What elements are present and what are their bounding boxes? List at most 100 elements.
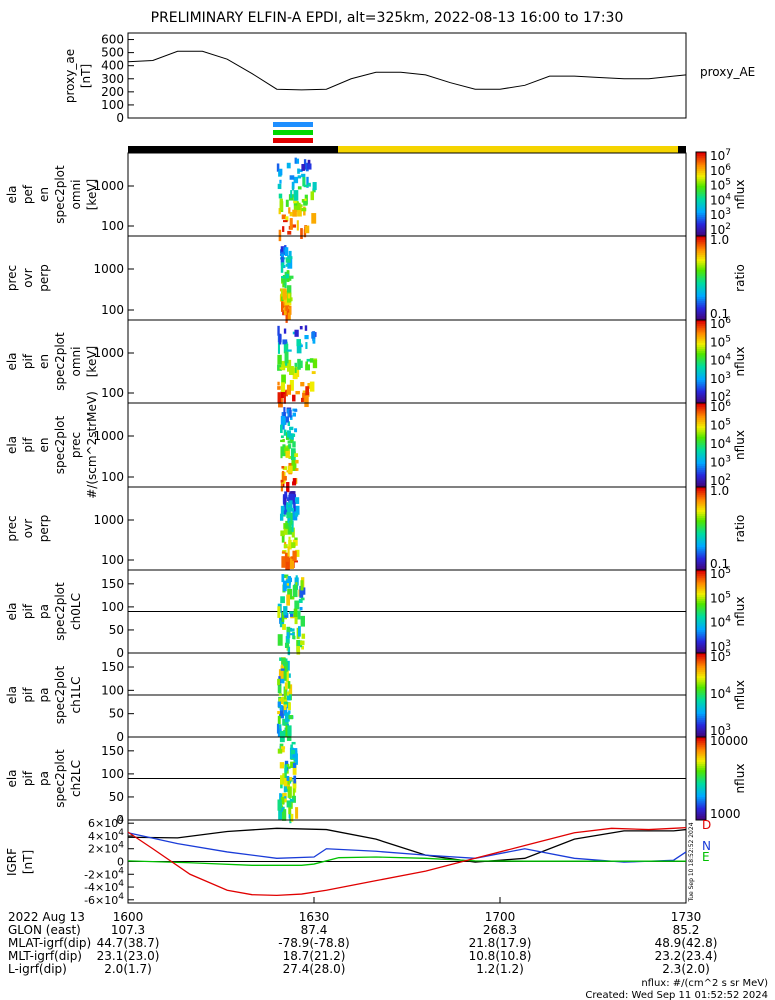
colorbar-swatch bbox=[696, 392, 706, 396]
tick-base: 10 bbox=[710, 419, 725, 433]
heat-cell bbox=[283, 503, 288, 515]
created-timestamp: Created: Wed Sep 11 01:52:52 2024 bbox=[585, 990, 768, 1000]
colorbar-swatch bbox=[696, 690, 706, 694]
colorbar-swatch bbox=[696, 233, 706, 237]
heat-cell bbox=[283, 306, 287, 315]
colorbar-swatch bbox=[696, 650, 706, 654]
colorbar-swatch bbox=[696, 398, 706, 402]
heat-cell bbox=[287, 257, 293, 269]
heat-cell bbox=[289, 684, 293, 695]
ytick-label: 1000 bbox=[93, 262, 124, 276]
colorbar-swatch bbox=[696, 380, 706, 383]
heat-cell bbox=[283, 699, 287, 711]
colorbar-swatch bbox=[696, 223, 706, 226]
heat-cell bbox=[281, 276, 285, 281]
heat-cell bbox=[309, 381, 315, 392]
heat-cell bbox=[303, 184, 309, 188]
heat-cell bbox=[312, 182, 317, 191]
footer-row-label: GLON (east) bbox=[8, 923, 81, 937]
igrf-label-d: D bbox=[702, 818, 711, 832]
heat-cell bbox=[284, 764, 288, 773]
heat-cell bbox=[291, 181, 295, 189]
colorbar-tick-label: 1.0 bbox=[710, 233, 729, 247]
colorbar-swatch bbox=[696, 572, 706, 575]
colorbar-label: nflux bbox=[733, 680, 747, 710]
heat-cell bbox=[285, 305, 289, 311]
colorbar-swatch bbox=[696, 363, 706, 367]
colorbar-swatch bbox=[696, 524, 706, 527]
colorbar-swatch bbox=[696, 196, 706, 199]
colorbar-swatch bbox=[696, 449, 706, 452]
panel-prec_ovr_perp_e: 100 1000 prec ovr perp 0.1 1.0 ratio bbox=[5, 233, 747, 323]
heat-cell bbox=[280, 382, 286, 393]
heat-cell bbox=[281, 532, 285, 543]
colorbar-swatch bbox=[696, 759, 706, 763]
colorbar-swatch bbox=[696, 669, 706, 673]
colorbar-swatch bbox=[696, 455, 706, 459]
ytick-label: 0 bbox=[117, 856, 124, 869]
colorbar-swatch bbox=[696, 353, 706, 356]
colorbar-tick-label: 104 bbox=[710, 436, 731, 451]
colorbar-swatch bbox=[696, 484, 706, 488]
heat-cell bbox=[279, 179, 282, 184]
colorbar-swatch bbox=[696, 578, 706, 581]
colorbar-swatch bbox=[696, 674, 706, 677]
footer-row-value: 107.3 bbox=[111, 923, 145, 937]
heat-cell bbox=[289, 175, 295, 180]
colorbar-swatch bbox=[696, 315, 706, 319]
heat-cell bbox=[293, 176, 299, 184]
tick-base: 10 bbox=[710, 724, 725, 738]
colorbar-swatch bbox=[696, 657, 706, 660]
colorbar-swatch bbox=[696, 257, 706, 260]
colorbar-swatch bbox=[696, 747, 706, 750]
heat-cell bbox=[283, 528, 288, 535]
panel-frame bbox=[127, 152, 687, 237]
heat-cell bbox=[278, 333, 282, 345]
heat-cell bbox=[294, 537, 298, 541]
heat-cell bbox=[281, 262, 285, 266]
ytick-label: 100 bbox=[101, 386, 124, 400]
colorbar-swatch bbox=[696, 208, 706, 212]
heat-cell bbox=[309, 358, 314, 363]
colorbar-swatch bbox=[696, 442, 706, 446]
heat-cell bbox=[287, 497, 290, 502]
colorbar-swatch bbox=[696, 225, 706, 229]
colorbar-swatch bbox=[696, 636, 706, 639]
colorbar-swatch bbox=[696, 722, 706, 725]
colorbar-swatch bbox=[696, 468, 706, 471]
colorbar-swatch bbox=[696, 160, 706, 163]
tick-exponent: 3 bbox=[725, 639, 731, 649]
colorbar-swatch bbox=[696, 206, 706, 210]
heat-cell bbox=[297, 610, 301, 620]
heat-cell bbox=[312, 337, 316, 344]
colorbar-tick-label: 106 bbox=[710, 163, 731, 178]
ephemeris-bar-black-end bbox=[678, 146, 686, 153]
colorbar-swatch bbox=[696, 170, 706, 174]
colorbar-swatch bbox=[696, 338, 706, 342]
colorbar-swatch bbox=[696, 695, 706, 698]
heat-cell bbox=[288, 714, 294, 720]
colorbar-swatch bbox=[696, 688, 706, 692]
footer-row-label: 2022 Aug 13 bbox=[8, 910, 85, 924]
ylabel-line: ela bbox=[5, 436, 19, 454]
colorbar-swatch bbox=[696, 730, 706, 734]
colorbar-swatch bbox=[696, 361, 706, 365]
proxy-ae-ytick-label: 400 bbox=[101, 59, 124, 73]
tick-exponent: 2 bbox=[725, 473, 731, 483]
colorbar-swatch bbox=[696, 611, 706, 615]
heat-cell bbox=[288, 776, 292, 781]
colorbar-swatch bbox=[696, 555, 706, 559]
heat-cell bbox=[283, 429, 287, 436]
heat-cell bbox=[284, 682, 288, 690]
heat-cell bbox=[287, 777, 290, 785]
colorbar-swatch bbox=[696, 503, 706, 507]
heat-cell bbox=[282, 288, 287, 300]
heat-cell bbox=[283, 689, 287, 700]
colorbar-swatch bbox=[696, 655, 706, 658]
heat-cell bbox=[293, 635, 296, 640]
heat-cell bbox=[299, 606, 303, 611]
colorbar-swatch bbox=[696, 405, 706, 408]
heat-cell bbox=[297, 169, 303, 173]
ylabel-line: pif bbox=[21, 687, 35, 703]
